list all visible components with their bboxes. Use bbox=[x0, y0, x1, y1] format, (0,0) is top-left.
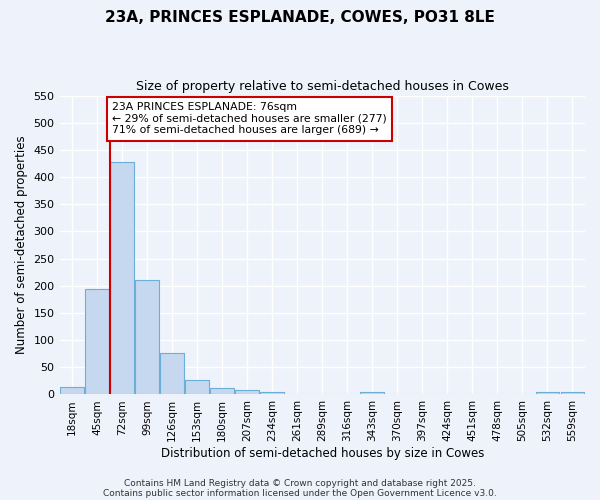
Bar bbox=[60, 388, 84, 394]
Text: 23A, PRINCES ESPLANADE, COWES, PO31 8LE: 23A, PRINCES ESPLANADE, COWES, PO31 8LE bbox=[105, 10, 495, 25]
Bar bbox=[135, 280, 159, 394]
X-axis label: Distribution of semi-detached houses by size in Cowes: Distribution of semi-detached houses by … bbox=[161, 447, 484, 460]
Bar bbox=[185, 380, 209, 394]
Bar bbox=[235, 390, 259, 394]
Bar bbox=[210, 388, 234, 394]
Text: Contains public sector information licensed under the Open Government Licence v3: Contains public sector information licen… bbox=[103, 488, 497, 498]
Bar bbox=[110, 162, 134, 394]
Bar bbox=[536, 392, 559, 394]
Y-axis label: Number of semi-detached properties: Number of semi-detached properties bbox=[15, 136, 28, 354]
Bar bbox=[160, 352, 184, 395]
Text: 23A PRINCES ESPLANADE: 76sqm
← 29% of semi-detached houses are smaller (277)
71%: 23A PRINCES ESPLANADE: 76sqm ← 29% of se… bbox=[112, 102, 387, 136]
Bar bbox=[560, 392, 584, 394]
Bar bbox=[85, 289, 109, 395]
Text: Contains HM Land Registry data © Crown copyright and database right 2025.: Contains HM Land Registry data © Crown c… bbox=[124, 478, 476, 488]
Title: Size of property relative to semi-detached houses in Cowes: Size of property relative to semi-detach… bbox=[136, 80, 509, 93]
Bar bbox=[260, 392, 284, 394]
Bar bbox=[361, 392, 384, 394]
